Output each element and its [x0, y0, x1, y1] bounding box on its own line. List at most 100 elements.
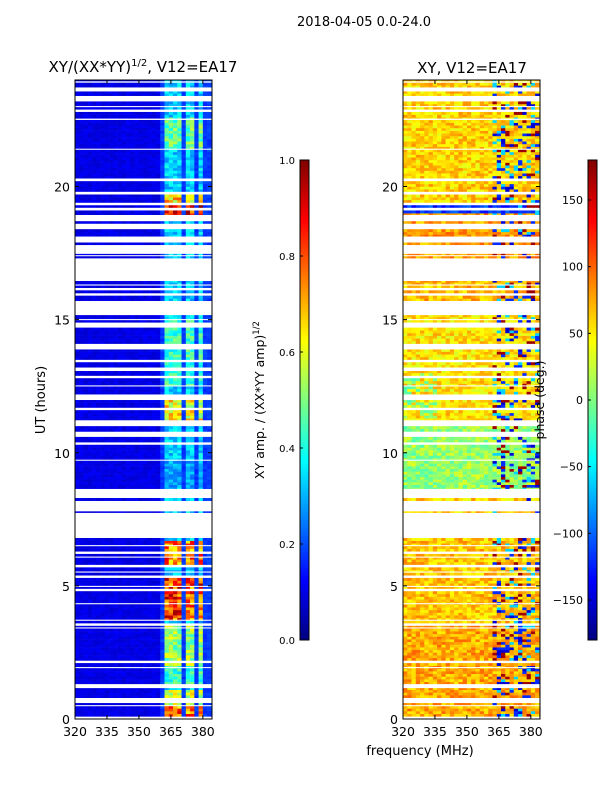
- heatmap-cell: [87, 255, 93, 259]
- heatmap-cell: [117, 681, 123, 685]
- heatmap-cell: [177, 455, 182, 459]
- heatmap-cell: [190, 285, 195, 288]
- heatmap-cell: [202, 625, 208, 629]
- heatmap-cell: [168, 149, 174, 153]
- heatmap-cell: [177, 285, 182, 288]
- heatmap-cell: [113, 647, 118, 651]
- heatmap-cell: [134, 285, 140, 288]
- heatmap-cell: [151, 681, 157, 685]
- heatmap-cell: [79, 703, 84, 706]
- heatmap-cell: [104, 391, 110, 395]
- heatmap-cell: [147, 681, 152, 685]
- heatmap-cell: [202, 314, 208, 318]
- heatmap-cell: [75, 415, 80, 419]
- heatmap-cell: [87, 593, 93, 597]
- heatmap-cell: [202, 205, 208, 209]
- heatmap-cell: [155, 649, 161, 653]
- heatmap-cell: [87, 285, 93, 288]
- heatmap-cell: [100, 290, 106, 294]
- heatmap-cell: [177, 253, 182, 257]
- heatmap-cell: [160, 253, 165, 257]
- heatmap-cell: [104, 450, 110, 454]
- heatmap-cell: [130, 633, 135, 637]
- heatmap-cell: [143, 599, 148, 603]
- heatmap-cell: [181, 663, 187, 667]
- heatmap-cell: [134, 468, 140, 472]
- heatmap-cell: [173, 138, 178, 142]
- heatmap-cell: [100, 391, 106, 395]
- heatmap-cell: [155, 404, 161, 408]
- heatmap-cell: [79, 474, 84, 478]
- heatmap-cell: [121, 615, 127, 619]
- heatmap-cell: [104, 479, 110, 483]
- heatmap-cell: [117, 652, 123, 656]
- heatmap-cell: [138, 567, 144, 571]
- heatmap-cell: [160, 692, 165, 696]
- heatmap-cell: [185, 596, 191, 600]
- heatmap-cell: [87, 458, 93, 462]
- heatmap-cell: [160, 159, 165, 163]
- heatmap-cell: [207, 460, 212, 464]
- heatmap-cell: [160, 386, 165, 390]
- heatmap-cell: [194, 383, 199, 387]
- heatmap-cell: [83, 713, 89, 717]
- heatmap-cell: [87, 596, 93, 600]
- heatmap-cell: [168, 577, 174, 581]
- heatmap-cell: [160, 482, 165, 485]
- heatmap-cell: [104, 663, 110, 667]
- heatmap-cell: [202, 141, 208, 145]
- heatmap-cell: [185, 537, 191, 541]
- heatmap-cell: [138, 255, 144, 259]
- heatmap-cell: [160, 585, 165, 589]
- heatmap-cell: [138, 199, 144, 203]
- heatmap-cell: [113, 253, 118, 257]
- heatmap-cell: [130, 199, 135, 203]
- heatmap-cell: [185, 599, 191, 603]
- heatmap-cell: [96, 410, 101, 414]
- heatmap-cell: [92, 175, 97, 179]
- heatmap-cell: [194, 159, 199, 163]
- heatmap-cell: [164, 569, 170, 573]
- heatmap-cell: [181, 428, 187, 432]
- heatmap-cell: [117, 383, 123, 387]
- heatmap-cell: [143, 652, 148, 656]
- heatmap-cell: [134, 561, 140, 565]
- heatmap-cell: [100, 439, 106, 443]
- heatmap-cell: [87, 314, 93, 318]
- heatmap-cell: [126, 319, 131, 323]
- heatmap-cell: [173, 436, 178, 440]
- heatmap-cell: [164, 708, 170, 712]
- heatmap-cell: [96, 556, 101, 560]
- heatmap-cell: [194, 428, 199, 432]
- heatmap-cell: [155, 447, 161, 451]
- heatmap-cell: [117, 199, 123, 203]
- heatmap-cell: [207, 668, 212, 672]
- heatmap-cell: [109, 468, 114, 472]
- heatmap-cell: [138, 641, 144, 645]
- heatmap-cell: [147, 617, 152, 621]
- heatmap-cell: [126, 428, 131, 432]
- heatmap-cell: [109, 327, 114, 331]
- heatmap-cell: [134, 703, 140, 706]
- heatmap-cell: [190, 255, 195, 259]
- heatmap-cell: [168, 412, 174, 416]
- heatmap-cell: [164, 298, 170, 302]
- heatmap-cell: [87, 327, 93, 331]
- heatmap-cell: [121, 327, 127, 331]
- heatmap-cell: [160, 418, 165, 422]
- heatmap-cell: [177, 561, 182, 565]
- heatmap-cell: [168, 143, 174, 147]
- heatmap-cell: [75, 708, 80, 712]
- heatmap-cell: [198, 455, 204, 459]
- heatmap-cell: [117, 138, 123, 142]
- heatmap-cell: [75, 143, 80, 147]
- heatmap-cell: [147, 487, 152, 491]
- heatmap-cell: [160, 450, 165, 454]
- heatmap-cell: [207, 641, 212, 645]
- heatmap-cell: [160, 335, 165, 339]
- heatmap-cell: [113, 511, 118, 515]
- heatmap-cell: [164, 673, 170, 677]
- heatmap-cell: [160, 428, 165, 432]
- heatmap-cell: [92, 319, 97, 323]
- heatmap-cell: [83, 498, 89, 501]
